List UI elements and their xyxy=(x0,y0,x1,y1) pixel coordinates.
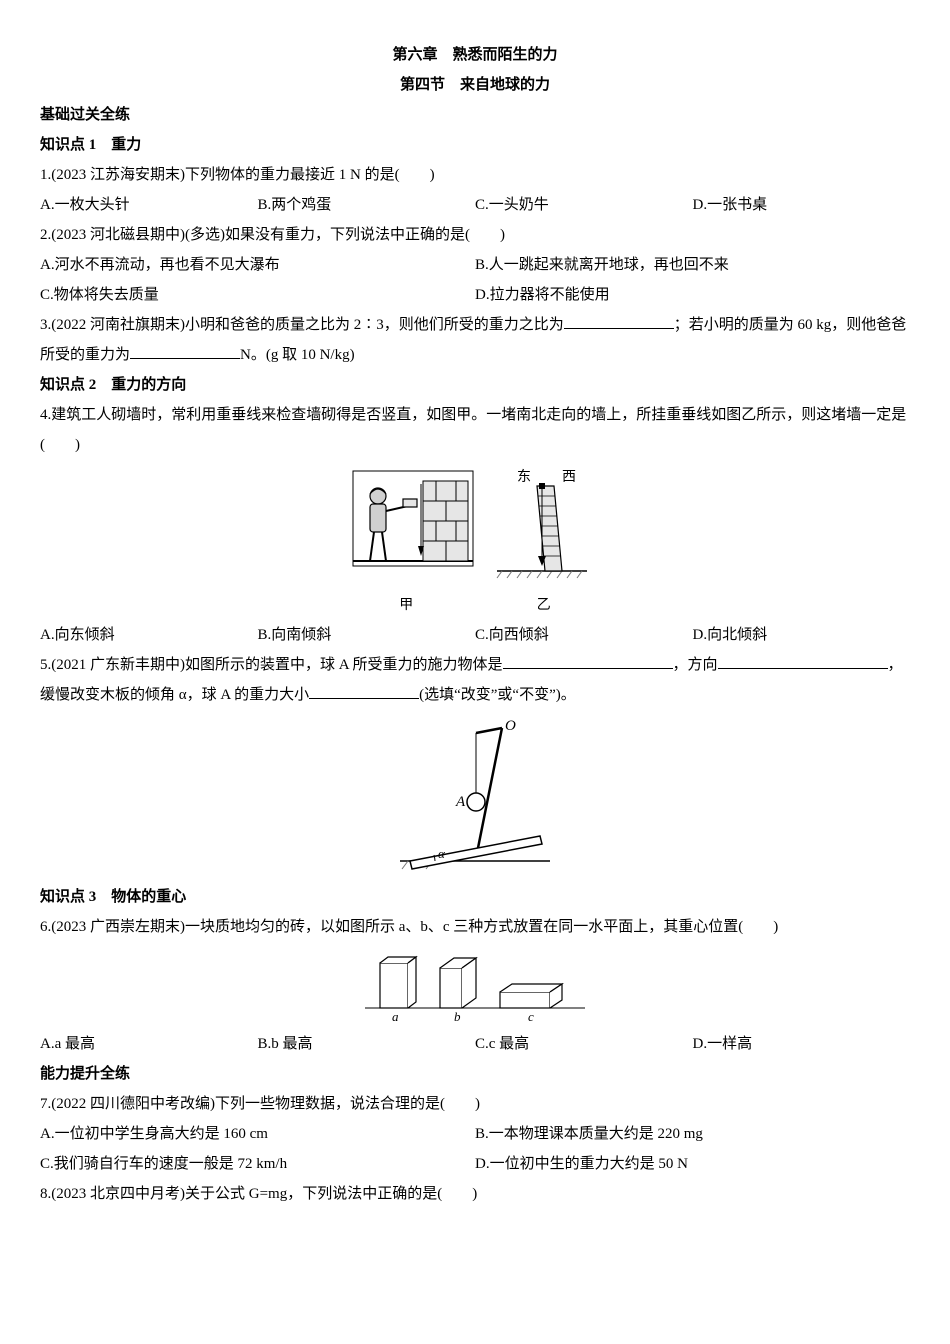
section-title: 第四节 来自地球的力 xyxy=(40,70,910,100)
q6-opt-d: D.一样高 xyxy=(693,1029,911,1059)
q5-pre: 5.(2021 广东新丰期中)如图所示的装置中，球 A 所受重力的施力物体是 xyxy=(40,657,503,673)
kp1-heading: 知识点 1 重力 xyxy=(40,130,910,160)
q5-post: (选填“改变”或“不变”)。 xyxy=(419,687,576,703)
q7-opt-d: D.一位初中生的重力大约是 50 N xyxy=(475,1149,910,1179)
q7-opt-c: C.我们骑自行车的速度一般是 72 km/h xyxy=(40,1149,475,1179)
ability-heading: 能力提升全练 xyxy=(40,1059,910,1089)
q6-opt-c: C.c 最高 xyxy=(475,1029,693,1059)
q4-caption-b: 乙 xyxy=(537,592,551,620)
q2-opt-d: D.拉力器将不能使用 xyxy=(475,280,910,310)
q5-figure: O A α xyxy=(40,716,910,876)
q4-caption-a: 甲 xyxy=(399,592,413,620)
q5-svg: O A α xyxy=(390,716,560,876)
q2-opt-b: B.人一跳起来就离开地球，再也回不来 xyxy=(475,250,910,280)
q4-fig-b-svg: 东 西 xyxy=(482,466,602,586)
q5-blank1 xyxy=(503,652,673,670)
q4-opt-a: A.向东倾斜 xyxy=(40,620,258,650)
q4-opt-b: B.向南倾斜 xyxy=(258,620,476,650)
q4-opt-d: D.向北倾斜 xyxy=(693,620,911,650)
svg-text:b: b xyxy=(454,1009,461,1023)
q3-blank1 xyxy=(564,312,674,330)
q7-options-1: A.一位初中学生身高大约是 160 cm B.一本物理课本质量大约是 220 m… xyxy=(40,1119,910,1149)
q1-options: A.一枚大头针 B.两个鸡蛋 C.一头奶牛 D.一张书桌 xyxy=(40,190,910,220)
q2-options-1: A.河水不再流动，再也看不见大瀑布 B.人一跳起来就离开地球，再也回不来 xyxy=(40,250,910,280)
q6-opt-b: B.b 最高 xyxy=(258,1029,476,1059)
svg-text:A: A xyxy=(455,794,466,810)
chapter-title: 第六章 熟悉而陌生的力 xyxy=(40,40,910,70)
q1-opt-c: C.一头奶牛 xyxy=(475,190,693,220)
q7-stem: 7.(2022 四川德阳中考改编)下列一些物理数据，说法合理的是( ) xyxy=(40,1089,910,1119)
q6-options: A.a 最高 B.b 最高 C.c 最高 D.一样高 xyxy=(40,1029,910,1059)
q5: 5.(2021 广东新丰期中)如图所示的装置中，球 A 所受重力的施力物体是 ，方… xyxy=(40,650,910,710)
q5-mid1: ，方向 xyxy=(673,657,718,673)
q6-svg: a b c xyxy=(360,948,590,1023)
q4-fig-a-svg xyxy=(348,466,478,576)
q2-opt-c: C.物体将失去质量 xyxy=(40,280,475,310)
q8-stem: 8.(2023 北京四中月考)关于公式 G=mg，下列说法中正确的是( ) xyxy=(40,1179,910,1209)
q4-opt-c: C.向西倾斜 xyxy=(475,620,693,650)
svg-text:α: α xyxy=(438,846,446,861)
q3-blank2 xyxy=(130,342,240,360)
q3-pre: 3.(2022 河南社旗期末)小明和爸爸的质量之比为 2∶3，则他们所受的重力之… xyxy=(40,317,564,333)
q4-options: A.向东倾斜 B.向南倾斜 C.向西倾斜 D.向北倾斜 xyxy=(40,620,910,650)
svg-text:a: a xyxy=(392,1009,399,1023)
q1-opt-b: B.两个鸡蛋 xyxy=(258,190,476,220)
q6-stem: 6.(2023 广西崇左期末)一块质地均匀的砖，以如图所示 a、b、c 三种方式… xyxy=(40,912,910,942)
q3: 3.(2022 河南社旗期末)小明和爸爸的质量之比为 2∶3，则他们所受的重力之… xyxy=(40,310,910,370)
q4-captions: 甲 乙 xyxy=(40,592,910,620)
q1-stem: 1.(2023 江苏海安期末)下列物体的重力最接近 1 N 的是( ) xyxy=(40,160,910,190)
kp2-heading: 知识点 2 重力的方向 xyxy=(40,370,910,400)
kp3-heading: 知识点 3 物体的重心 xyxy=(40,882,910,912)
q6-figure: a b c xyxy=(40,948,910,1023)
q1-opt-a: A.一枚大头针 xyxy=(40,190,258,220)
q6-opt-a: A.a 最高 xyxy=(40,1029,258,1059)
q7-opt-a: A.一位初中学生身高大约是 160 cm xyxy=(40,1119,475,1149)
q4-east-label: 东 xyxy=(517,469,531,485)
q2-stem: 2.(2023 河北磁县期中)(多选)如果没有重力，下列说法中正确的是( ) xyxy=(40,220,910,250)
q5-blank3 xyxy=(309,682,419,700)
svg-text:c: c xyxy=(528,1009,534,1023)
q4-stem: 4.建筑工人砌墙时，常利用重垂线来检查墙砌得是否竖直，如图甲。一堵南北走向的墙上… xyxy=(40,400,910,460)
q2-opt-a: A.河水不再流动，再也看不见大瀑布 xyxy=(40,250,475,280)
basic-heading: 基础过关全练 xyxy=(40,100,910,130)
q7-options-2: C.我们骑自行车的速度一般是 72 km/h D.一位初中生的重力大约是 50 … xyxy=(40,1149,910,1179)
q2-options-2: C.物体将失去质量 D.拉力器将不能使用 xyxy=(40,280,910,310)
q5-blank2 xyxy=(718,652,888,670)
q4-figure: 东 西 xyxy=(40,466,910,586)
q3-post: N。(g 取 10 N/kg) xyxy=(240,347,355,363)
svg-text:O: O xyxy=(505,718,516,734)
q4-west-label: 西 xyxy=(562,470,576,485)
q7-opt-b: B.一本物理课本质量大约是 220 mg xyxy=(475,1119,910,1149)
q1-opt-d: D.一张书桌 xyxy=(693,190,911,220)
